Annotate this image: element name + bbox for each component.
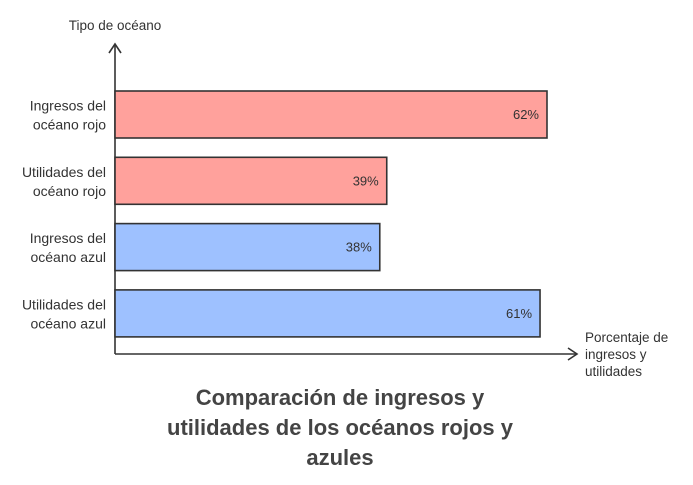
category-label: Utilidades del océano rojo <box>22 164 106 199</box>
category-label: Ingresos del océano rojo <box>30 98 106 133</box>
bar-value-label: 62% <box>513 107 539 122</box>
bar-value-label: 38% <box>346 240 372 255</box>
y-axis-title: Tipo de océano <box>69 18 162 33</box>
bar <box>114 90 548 139</box>
category-label: Ingresos del océano azul <box>30 230 106 265</box>
chart-title: Comparación de ingresos y utilidades de l… <box>167 385 514 470</box>
value-labels: 62% 39% 38% 61% <box>346 107 540 321</box>
category-label: Utilidades del océano azul <box>22 296 106 331</box>
category-labels: Ingresos del océano rojo Utilidades del océ… <box>22 98 106 332</box>
x-axis-title: Porcentaje de ingresos y utilidades <box>585 330 668 379</box>
bar <box>114 156 388 206</box>
bar-value-label: 39% <box>353 173 379 188</box>
bar <box>114 289 541 338</box>
bar-value-label: 61% <box>506 306 532 321</box>
x-axis-arrow <box>567 347 579 361</box>
y-axis-arrow <box>108 42 122 54</box>
bars <box>114 90 548 338</box>
bar <box>114 222 381 272</box>
